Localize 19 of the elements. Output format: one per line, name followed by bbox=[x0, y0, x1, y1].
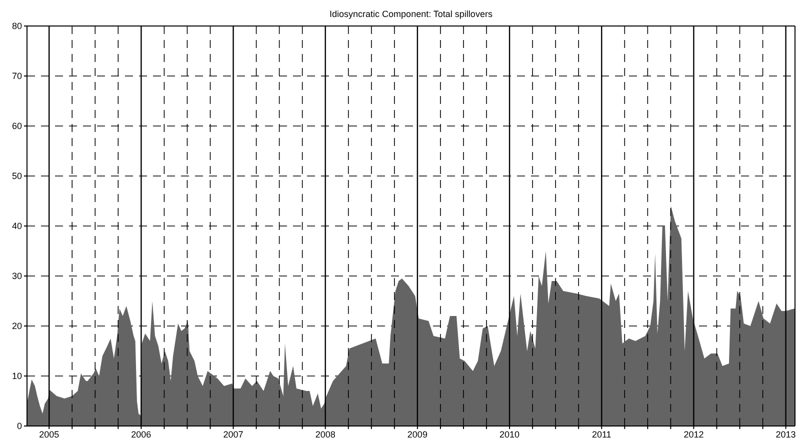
y-tick-label: 80 bbox=[12, 21, 22, 32]
y-tick-label: 0 bbox=[16, 421, 22, 432]
x-tick-label: 2007 bbox=[223, 429, 244, 440]
x-tick-label: 2013 bbox=[776, 429, 796, 440]
x-tick-label: 2005 bbox=[39, 429, 60, 440]
x-tick-label: 2009 bbox=[407, 429, 428, 440]
x-tick-label: 2012 bbox=[684, 429, 704, 440]
y-tick-label: 60 bbox=[12, 121, 22, 132]
x-tick-label: 2010 bbox=[500, 429, 520, 440]
x-tick-label: 2006 bbox=[131, 429, 152, 440]
x-tick-label: 2008 bbox=[315, 429, 336, 440]
y-tick-label: 70 bbox=[12, 71, 22, 82]
y-tick-label: 30 bbox=[12, 271, 22, 282]
y-tick-label: 40 bbox=[12, 221, 22, 232]
y-tick-label: 50 bbox=[12, 171, 22, 182]
x-tick-label: 2011 bbox=[592, 429, 612, 440]
y-tick-label: 10 bbox=[12, 371, 22, 382]
y-tick-label: 20 bbox=[12, 321, 22, 332]
chart-title: Idiosyncratic Component: Total spillovers bbox=[328, 9, 494, 19]
